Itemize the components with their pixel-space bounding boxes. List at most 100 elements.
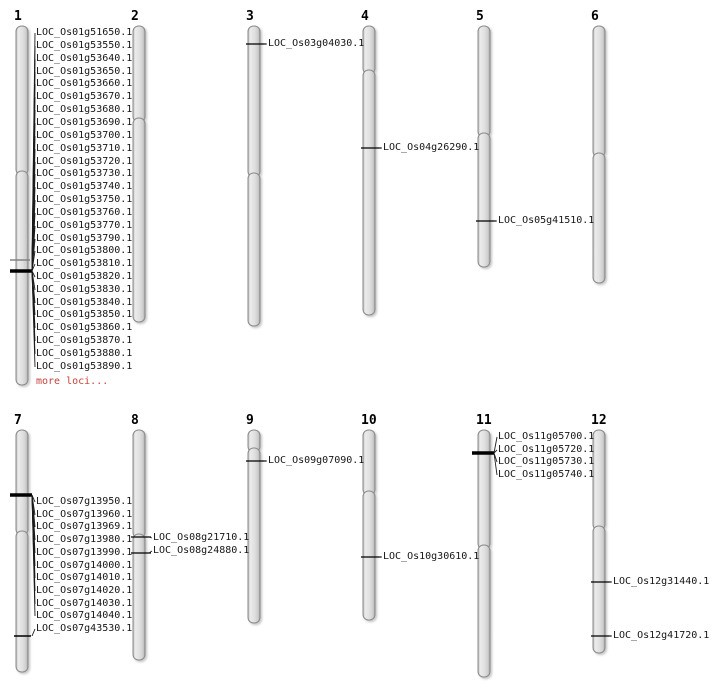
locus-label[interactable]: LOC_Os01g53700.1 [36, 130, 133, 141]
chromosome-10-body [362, 429, 376, 621]
locus-label[interactable]: LOC_Os08g21710.1 [153, 532, 250, 543]
locus-label[interactable]: LOC_Os11g05700.1 [498, 431, 595, 442]
chromosome-12-header: 12 [591, 413, 607, 428]
locus-label[interactable]: LOC_Os01g53800.1 [36, 245, 133, 256]
leader-lines-layer [31, 32, 612, 637]
locus-label[interactable]: LOC_Os07g13980.1 [36, 534, 133, 545]
chromosome-6-body [592, 25, 606, 284]
locus-label[interactable]: LOC_Os05g41510.1 [498, 215, 595, 226]
chromosome-12-body [592, 429, 606, 654]
chromosome-7-header: 7 [14, 413, 22, 428]
chromosome-5-header: 5 [476, 9, 484, 24]
chromosome-5-body [477, 25, 491, 268]
locus-label[interactable]: LOC_Os01g53790.1 [36, 233, 133, 244]
locus-label[interactable]: LOC_Os01g53840.1 [36, 297, 133, 308]
locus-label[interactable]: LOC_Os01g53890.1 [36, 361, 133, 372]
leader-line [148, 550, 153, 554]
locus-label[interactable]: LOC_Os01g53550.1 [36, 40, 133, 51]
chromosome-2-arm-q [132, 117, 146, 323]
locus-label[interactable]: LOC_Os12g41720.1 [613, 630, 710, 641]
chromosome-11-body [477, 429, 491, 678]
locus-label[interactable]: LOC_Os01g53730.1 [36, 168, 133, 179]
locus-label[interactable]: LOC_Os07g43530.1 [36, 623, 133, 634]
locus-label[interactable]: LOC_Os11g05740.1 [498, 469, 595, 480]
chromosome-9-body [247, 429, 261, 624]
chromosome-bodies-layer [15, 25, 606, 678]
chromosome-8-body [132, 429, 146, 661]
locus-label[interactable]: LOC_Os10g30610.1 [383, 551, 480, 562]
locus-label[interactable]: LOC_Os01g53740.1 [36, 181, 133, 192]
locus-label[interactable]: LOC_Os01g53850.1 [36, 309, 133, 320]
chromosome-6-arm-p [592, 25, 606, 158]
chromosome-4-body [362, 25, 376, 316]
chromosome-10-arm-q [362, 490, 376, 621]
locus-label[interactable]: LOC_Os01g53670.1 [36, 91, 133, 102]
leader-line [31, 628, 36, 637]
chromosome-5-arm-p [477, 25, 491, 138]
locus-label[interactable]: LOC_Os01g53820.1 [36, 271, 133, 282]
locus-label[interactable]: LOC_Os01g53870.1 [36, 335, 133, 346]
chromosome-6-arm-q [592, 152, 606, 284]
locus-label[interactable]: LOC_Os07g14000.1 [36, 560, 133, 571]
locus-label[interactable]: LOC_Os07g14030.1 [36, 598, 133, 609]
chromosome-7-arm-q [15, 530, 29, 673]
leader-line [493, 449, 498, 454]
locus-label[interactable]: LOC_Os11g05730.1 [498, 456, 595, 467]
leader-line [31, 250, 36, 272]
chromosome-8-arm-p [132, 429, 146, 539]
locus-label[interactable]: LOC_Os12g31440.1 [613, 576, 710, 587]
locus-label[interactable]: LOC_Os01g51650.1 [36, 27, 133, 38]
locus-label[interactable]: LOC_Os07g14040.1 [36, 610, 133, 621]
chromosome-1-header: 1 [14, 9, 22, 24]
more-loci-link[interactable]: more loci... [36, 376, 109, 387]
chromosome-2-arm-p [132, 25, 146, 123]
locus-label[interactable]: LOC_Os04g26290.1 [383, 142, 480, 153]
locus-label[interactable]: LOC_Os07g13960.1 [36, 509, 133, 520]
chromosome-10-arm-p [362, 429, 376, 496]
locus-label[interactable]: LOC_Os08g24880.1 [153, 545, 250, 556]
locus-label[interactable]: LOC_Os01g53830.1 [36, 284, 133, 295]
locus-label[interactable]: LOC_Os01g53680.1 [36, 104, 133, 115]
chromosome-4-arm-p [362, 25, 376, 75]
locus-label[interactable]: LOC_Os03g04030.1 [268, 38, 365, 49]
chromosome-7-arm-p [15, 429, 29, 536]
chromosome-4-arm-q [362, 69, 376, 316]
locus-label[interactable]: LOC_Os01g53860.1 [36, 322, 133, 333]
locus-label[interactable]: LOC_Os01g53660.1 [36, 78, 133, 89]
locus-label[interactable]: LOC_Os01g53770.1 [36, 220, 133, 231]
chromosome-3-header: 3 [246, 9, 254, 24]
locus-label[interactable]: LOC_Os07g13990.1 [36, 547, 133, 558]
locus-label[interactable]: LOC_Os07g13950.1 [36, 496, 133, 507]
locus-label[interactable]: LOC_Os01g53760.1 [36, 207, 133, 218]
chromosome-11-arm-q [477, 544, 491, 678]
locus-label[interactable]: LOC_Os01g53750.1 [36, 194, 133, 205]
locus-label[interactable]: LOC_Os11g05720.1 [498, 444, 595, 455]
chromosome-8-header: 8 [131, 413, 139, 428]
locus-label[interactable]: LOC_Os07g13969.1 [36, 521, 133, 532]
locus-label[interactable]: LOC_Os01g53640.1 [36, 53, 133, 64]
chromosome-3-body [247, 25, 261, 327]
chromosome-10-header: 10 [361, 413, 377, 428]
locus-label[interactable]: LOC_Os07g14010.1 [36, 572, 133, 583]
chromosome-12-arm-q [592, 525, 606, 654]
locus-label[interactable]: LOC_Os01g53650.1 [36, 66, 133, 77]
chromosome-2-header: 2 [131, 9, 139, 24]
leader-line [148, 536, 153, 539]
locus-label[interactable]: LOC_Os09g07090.1 [268, 455, 365, 466]
leader-line [31, 270, 36, 368]
locus-label[interactable]: LOC_Os07g14020.1 [36, 585, 133, 596]
locus-label[interactable]: LOC_Os01g53880.1 [36, 348, 133, 359]
leader-line [31, 263, 36, 272]
locus-label[interactable]: LOC_Os01g53690.1 [36, 117, 133, 128]
chromosome-3-arm-p [247, 25, 261, 178]
chromosome-11-header: 11 [476, 413, 492, 428]
locus-label[interactable]: LOC_Os01g53710.1 [36, 143, 133, 154]
chromosome-1-arm-p [15, 25, 29, 176]
chromosome-12-arm-p [592, 429, 606, 531]
chromosome-5-arm-q [477, 132, 491, 268]
chromosome-1-arm-q [15, 170, 29, 386]
locus-label[interactable]: LOC_Os01g53720.1 [36, 156, 133, 167]
locus-label[interactable]: LOC_Os01g53810.1 [36, 258, 133, 269]
